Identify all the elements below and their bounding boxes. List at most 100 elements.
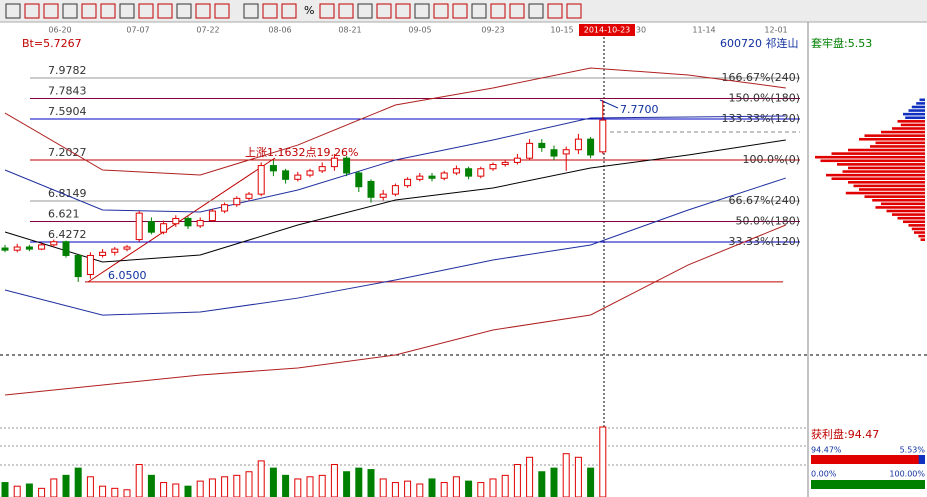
volume-bar <box>257 460 265 497</box>
volume-bar <box>330 464 338 497</box>
candle-body <box>245 193 253 199</box>
candle-body <box>233 197 241 206</box>
tool-button[interactable] <box>452 3 468 19</box>
tool-button[interactable] <box>357 3 373 19</box>
chip-bar <box>897 120 925 123</box>
candle-body <box>416 175 424 180</box>
chip-bar <box>892 127 925 130</box>
candle-body <box>123 246 131 250</box>
candle-body <box>452 168 460 174</box>
volume-bar <box>62 474 70 497</box>
volume-bar <box>562 453 570 497</box>
candle-body <box>257 165 265 195</box>
tool-button[interactable] <box>138 3 154 19</box>
tool-button[interactable] <box>414 3 430 19</box>
chip-bar <box>831 152 925 155</box>
volume-bar <box>587 467 595 497</box>
volume-bar <box>25 483 33 497</box>
chip-bar <box>815 155 925 159</box>
volume-bar <box>74 467 82 497</box>
tool-button[interactable] <box>547 3 563 19</box>
high-label: 7.7700 <box>620 103 659 116</box>
toolbar <box>0 0 927 22</box>
tool-percent[interactable]: % <box>304 4 314 17</box>
trapped-pct: 5.53% <box>900 446 926 455</box>
price-label: 7.9782 <box>48 64 87 77</box>
tool-button[interactable] <box>395 3 411 19</box>
tool-button[interactable] <box>528 3 544 19</box>
low-label: 6.0500 <box>108 269 147 282</box>
chip-bar <box>859 188 925 191</box>
tool-button[interactable] <box>243 3 259 19</box>
volume-bar <box>477 482 485 497</box>
chip-bar <box>875 206 925 209</box>
chip-bar <box>911 105 925 109</box>
fib-label: 150.0%(180) <box>728 92 800 105</box>
tool-button[interactable] <box>100 3 116 19</box>
candle-body <box>208 210 216 222</box>
trapped-label: 套牢盘:5.53 <box>811 36 872 50</box>
candle-body <box>111 248 119 253</box>
candle-body <box>587 138 595 156</box>
date-label: 10-15 <box>550 26 573 35</box>
chip-bar <box>853 184 925 188</box>
tool-button[interactable] <box>262 3 278 19</box>
tool-button[interactable] <box>281 3 297 19</box>
tool-button[interactable] <box>81 3 97 19</box>
tool-button[interactable] <box>509 3 525 19</box>
chip-bar <box>914 231 925 234</box>
tool-button[interactable] <box>157 3 173 19</box>
tool-button[interactable] <box>376 3 392 19</box>
chip-bar <box>892 213 925 216</box>
tool-button[interactable] <box>319 3 335 19</box>
chip-bar <box>908 224 925 227</box>
tool-button[interactable] <box>119 3 135 19</box>
tool-button[interactable] <box>62 3 78 19</box>
chip-bar <box>870 145 925 148</box>
fib-label: 50.0%(180) <box>735 215 800 228</box>
tool-button[interactable] <box>566 3 582 19</box>
volume-bar <box>452 476 460 497</box>
price-label: 6.621 <box>48 208 80 221</box>
volume-bar <box>355 467 363 497</box>
date-label: 08-21 <box>338 26 361 35</box>
candle-body <box>160 223 168 233</box>
chip-bar <box>900 123 925 127</box>
candle-body <box>135 212 143 241</box>
rise-label: 上涨1.1632点19.26% <box>245 146 358 159</box>
tool-button[interactable] <box>471 3 487 19</box>
tool-button[interactable] <box>195 3 211 19</box>
chip-bar <box>864 134 925 137</box>
tool-button[interactable] <box>5 3 21 19</box>
tool-button[interactable] <box>176 3 192 19</box>
date-label: 09-05 <box>408 26 431 35</box>
tool-button[interactable] <box>43 3 59 19</box>
candle-body <box>50 241 58 246</box>
chip-bar <box>875 141 925 145</box>
tool-button[interactable] <box>490 3 506 19</box>
volume-bar <box>50 478 58 497</box>
candle-body <box>306 170 314 176</box>
volume-bar <box>38 487 46 497</box>
chip-bar <box>837 163 925 166</box>
candle-body <box>1 247 9 251</box>
candle-body <box>25 246 33 250</box>
tool-button[interactable] <box>433 3 449 19</box>
volume-bar <box>269 467 277 497</box>
candle-body <box>440 172 448 179</box>
date-label: 12-01 <box>764 26 787 35</box>
volume-bar <box>501 474 509 497</box>
tool-button[interactable] <box>214 3 230 19</box>
date-label: 2014-10-23 <box>584 26 631 35</box>
chip-bar <box>881 130 925 134</box>
volume-bar <box>404 480 412 497</box>
zero-pct: 0.00% <box>811 470 837 479</box>
tool-button[interactable] <box>24 3 40 19</box>
chip-bar <box>848 181 925 184</box>
chip-bar <box>897 216 925 220</box>
full-pct: 100.00% <box>889 470 925 479</box>
chip-bar <box>864 195 925 198</box>
tool-button[interactable] <box>338 3 354 19</box>
date-label: 07-22 <box>196 26 219 35</box>
candle-body <box>318 166 326 172</box>
